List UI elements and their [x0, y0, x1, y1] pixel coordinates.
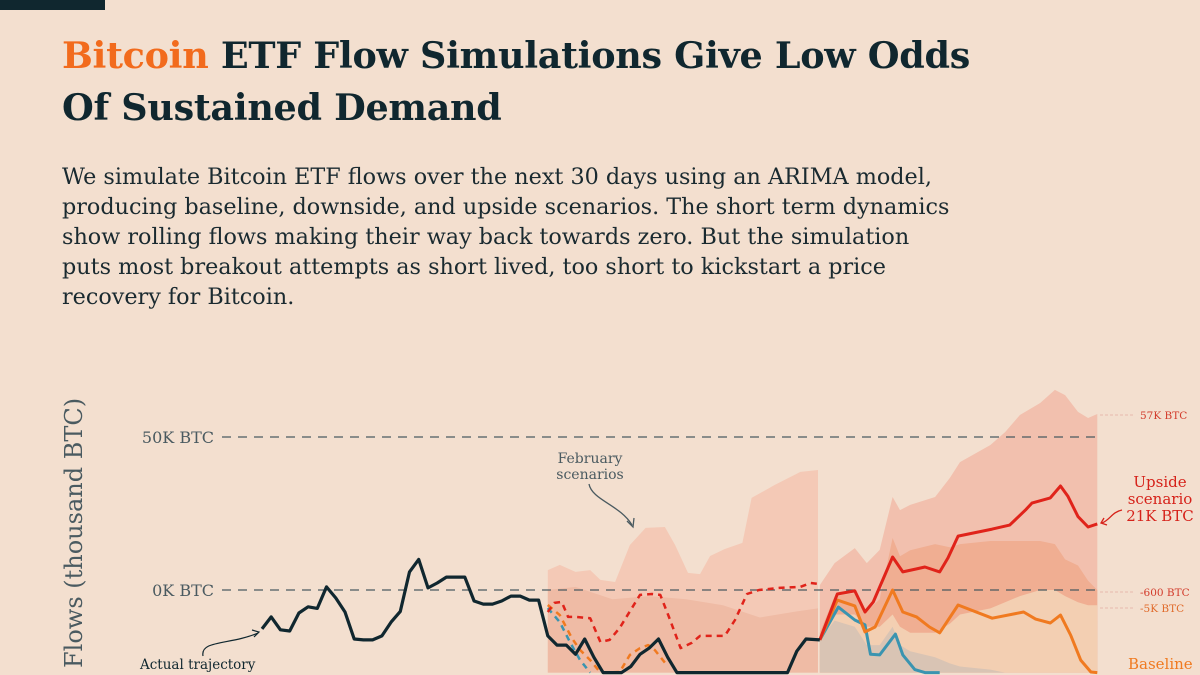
february-upside-line [546, 581, 819, 650]
y-tick-label: 0K BTC [152, 581, 214, 600]
arrowhead-icon [626, 517, 635, 529]
upside-value: 21K BTC [1126, 507, 1194, 525]
description-line: puts most breakout attempts as short liv… [62, 254, 886, 280]
arrowhead-icon [251, 629, 261, 638]
forecast-downside-band [819, 620, 1098, 673]
arrowhead-icon [1100, 517, 1108, 526]
description-line: show rolling flows making their way back… [62, 224, 910, 250]
description-line: We simulate Bitcoin ETF flows over the n… [62, 164, 932, 190]
february-annotation: scenarios [556, 467, 623, 483]
upside-arrow [1101, 509, 1123, 524]
baseline-label: Baseline [1128, 655, 1193, 673]
end-value-label: -5K BTC [1140, 603, 1184, 615]
y-axis-label: Flows (thousand BTC) [60, 398, 88, 668]
title-line2: Of Sustained Demand [62, 86, 502, 129]
actual-trajectory-annotation: Actual trajectory [139, 657, 256, 673]
february-annotation: February [558, 451, 623, 467]
title-highlight: Bitcoin [62, 34, 209, 77]
page-title: Bitcoin ETF Flow Simulations Give Low Od… [62, 30, 970, 134]
description-line: recovery for Bitcoin. [62, 284, 295, 310]
y-tick-label: 50K BTC [142, 428, 214, 447]
upside-label: Upside [1133, 473, 1186, 491]
actual-line [260, 557, 820, 675]
actual-arrow [202, 632, 259, 657]
description-line: producing baseline, downside, and upside… [62, 194, 950, 220]
february-inner-band [547, 586, 818, 673]
baseline-line [818, 588, 1098, 675]
title-line1: ETF Flow Simulations Give Low Odds [208, 34, 970, 77]
upside-line [818, 484, 1098, 641]
february-downside-line [546, 607, 592, 674]
end-value-label: 57K BTC [1140, 410, 1187, 422]
upside-label: scenario [1128, 490, 1193, 508]
top-accent-bar [0, 0, 105, 10]
february-arrow [588, 483, 633, 526]
downside-line [818, 605, 940, 675]
end-value-label: -600 BTC [1140, 587, 1190, 599]
description: We simulate Bitcoin ETF flows over the n… [62, 162, 950, 312]
